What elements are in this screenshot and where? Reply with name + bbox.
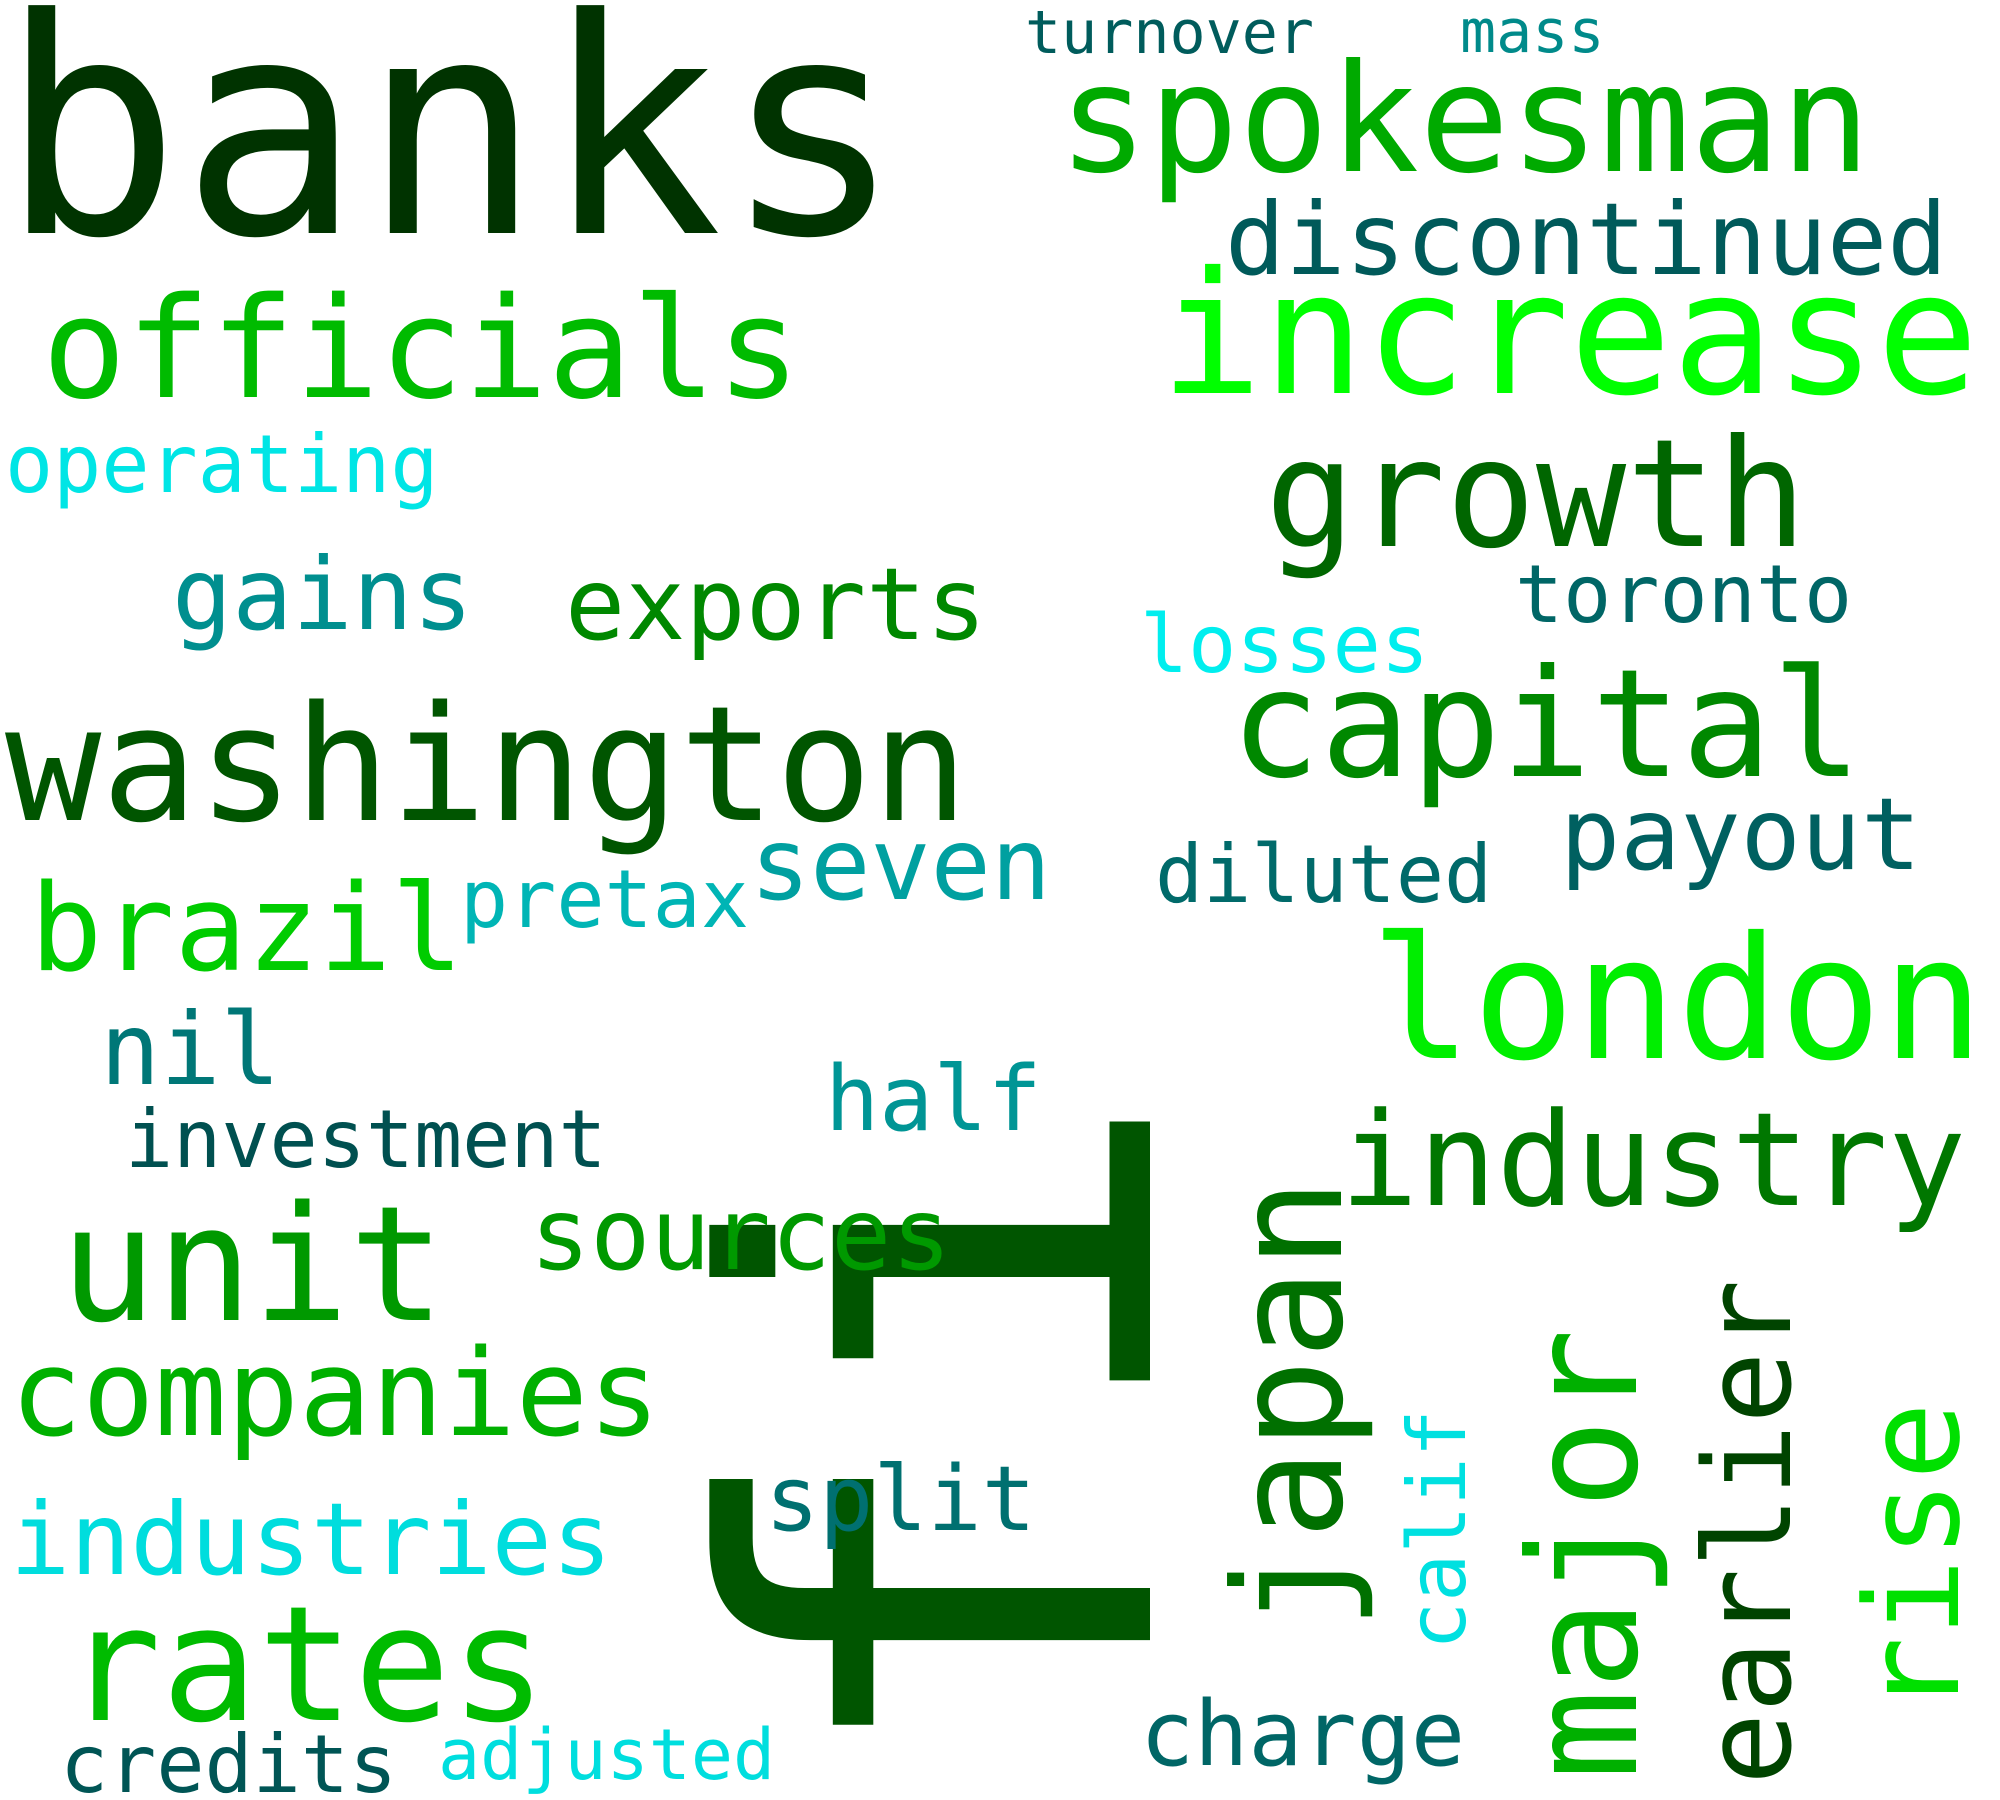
word-split: split [765, 1447, 1036, 1552]
word-unit: unit [60, 1171, 446, 1358]
word-toronto: toronto [1515, 548, 1853, 641]
word-increase: increase [1160, 236, 1979, 434]
word-major: major [1498, 1328, 1672, 1780]
word-credits: credits [60, 1718, 398, 1800]
word-japan: japan [1203, 1178, 1377, 1630]
word-banks: banks [0, 0, 904, 304]
word-investment: investment [125, 1093, 607, 1186]
word-half: half [825, 1047, 1042, 1152]
word-discontinued: discontinued [1225, 181, 1948, 298]
word-sources: sources [530, 1176, 952, 1293]
word-seven: seven [750, 806, 1052, 923]
word-brazil: brazil [30, 860, 464, 999]
word-losses: losses [1140, 598, 1429, 691]
word-growth: growth [1265, 408, 1807, 582]
word-operating: operating [5, 418, 439, 511]
word-companies: companies [10, 1325, 661, 1464]
word-london: london [1370, 901, 1985, 1099]
word-charge: charge [1140, 1682, 1466, 1787]
word-adjusted: adjusted [438, 1714, 776, 1796]
word-mass: mass [1460, 0, 1605, 67]
word-pretax: pretax [460, 853, 749, 946]
word-industry: industry [1340, 1084, 1967, 1236]
word-nil: nil [100, 991, 281, 1108]
word-officials: officials [42, 268, 801, 431]
word-diluted: diluted [1155, 828, 1493, 921]
word-industries: industries [10, 1481, 613, 1598]
word-gains: gains [172, 536, 474, 653]
word-calif: calif [1391, 1409, 1484, 1650]
word-exports: exports [565, 546, 987, 663]
word-earlier: earlier [1680, 1279, 1819, 1785]
word-washington: washington [5, 671, 969, 858]
word-turnover: turnover [1025, 0, 1314, 68]
word-spokesman: spokesman [1058, 33, 1871, 207]
word-payout: payout [1560, 776, 1922, 893]
word-capital: capital [1230, 638, 1863, 812]
word-rise: rise [1837, 1401, 1989, 1715]
word-rates: rates [65, 1571, 547, 1758]
